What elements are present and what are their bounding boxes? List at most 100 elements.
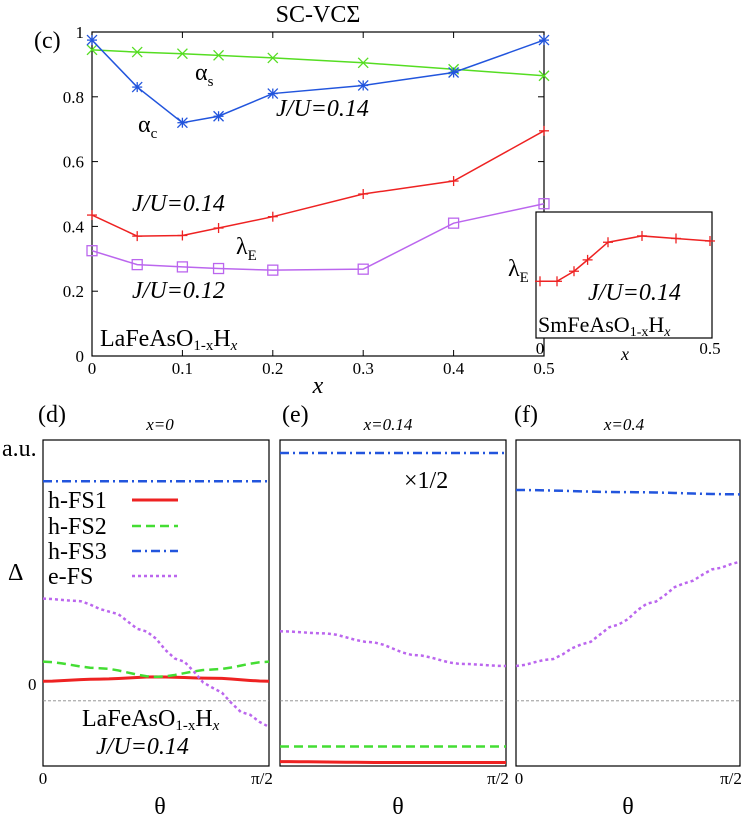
- c-series-0-point-0: [86, 44, 98, 56]
- panel-d-material-label: LaFeAsO1-xHx: [82, 706, 220, 734]
- panel-f-xtick-1: π/2: [720, 769, 742, 788]
- c-series-1-line: [91, 39, 545, 124]
- panel-e-scale-note: ×1/2: [404, 468, 448, 494]
- panel-c-label: (c): [34, 28, 61, 54]
- panel-d-xtick-1: π/2: [251, 769, 273, 788]
- panel-e-label: (e): [282, 402, 309, 428]
- inset-series-0-point-5: [637, 230, 647, 241]
- c-series-2-point-3: [213, 223, 224, 234]
- panel-c-xlabel: x: [312, 373, 324, 399]
- panel-c-series: [86, 34, 550, 276]
- inset-material-sub: 1-x: [630, 325, 649, 340]
- c-series-0-point-2: [176, 48, 188, 60]
- legend-h-fs3-label: h-FS3: [48, 539, 107, 565]
- c-series-3-point-6: [447, 217, 460, 229]
- panel-e-series: [279, 451, 507, 765]
- f-series-e-fs-curve: [515, 560, 741, 668]
- c-ytick-label-4: 0.8: [63, 88, 84, 107]
- panel-c-material-end: H: [213, 326, 230, 352]
- inset-xlabel: x: [620, 344, 629, 364]
- inset-series-0-point-0: [535, 276, 545, 287]
- ju-label-alpha: J/U=0.14: [276, 96, 369, 122]
- inset-ylabel-symbol: λ: [508, 256, 520, 282]
- c-series-1-point-7: [538, 34, 550, 46]
- c-series-2-point-0: [87, 210, 97, 221]
- c-xtick-label-3: 0.3: [353, 359, 374, 378]
- c-series-0-point-3: [213, 49, 225, 61]
- e-series-e-fs-curve: [279, 630, 507, 668]
- c-series-1-point-1: [131, 81, 143, 93]
- alpha-s-subscript: s: [208, 74, 214, 90]
- c-series-3-point-1: [131, 258, 143, 271]
- panel-d: (d) x=0 a.u. Δ 0 0 π/2 θ h-FS1 h-FS2 h-F…: [2, 402, 273, 820]
- c-series-0-point-4: [267, 52, 279, 64]
- c-series-0-line: [91, 49, 545, 77]
- c-series-0-point-7: [538, 70, 550, 82]
- lambda-annotation: λE: [236, 234, 257, 264]
- c-series-2-point-6: [448, 176, 459, 187]
- c-series-0-point-1: [131, 46, 143, 58]
- c-series-2: [87, 125, 549, 242]
- c-series-1-point-5: [357, 80, 369, 91]
- panel-e-title: x=0.14: [363, 415, 413, 434]
- panel-c-title: SC-VCΣ: [276, 2, 361, 28]
- c-xtick-label-4: 0.4: [443, 359, 465, 378]
- panel-e-xlabel: θ: [392, 794, 404, 820]
- panel-c-material-main: LaFeAsO: [100, 326, 193, 352]
- c-series-0-point-5: [357, 57, 369, 69]
- inset-series-0-point-2: [569, 266, 579, 277]
- panel-d-ylabel: Δ: [8, 560, 23, 586]
- c-series-1-point-2: [176, 117, 188, 129]
- panel-f: (f) x=0.4 0 π/2 θ: [514, 402, 742, 820]
- inset-material-main: SmFeAsO: [538, 312, 630, 337]
- panel-f-title: x=0.4: [603, 415, 645, 434]
- inset-series-0: [535, 230, 715, 287]
- inset-series-0-point-4: [603, 237, 613, 248]
- inset-frame: [535, 211, 713, 339]
- inset-series-0-point-7: [705, 235, 715, 246]
- panel-d-xtick-0: 0: [39, 769, 48, 788]
- c-series-3-point-2: [176, 261, 189, 273]
- panel-d-label: (d): [38, 402, 66, 428]
- c-series-2-point-2: [177, 230, 188, 241]
- alpha-s-annotation: αs: [195, 60, 214, 90]
- legend-e-fs-label: e-FS: [48, 564, 93, 590]
- inset-series: [535, 230, 715, 287]
- panel-c-material-sub: 1-x: [193, 338, 213, 354]
- panel-f-series: [515, 488, 741, 702]
- lambda-symbol: λ: [236, 234, 248, 260]
- alpha-c-annotation: αc: [138, 112, 158, 142]
- panel-d-title: x=0: [145, 415, 174, 434]
- c-series-2-point-7: [539, 125, 549, 136]
- inset-material-x: x: [663, 325, 671, 340]
- c-ytick-label-1: 0.2: [63, 282, 84, 301]
- alpha-c-subscript: c: [151, 126, 158, 142]
- c-xtick-label-5: 0.5: [533, 359, 554, 378]
- c-series-3-point-0: [86, 245, 98, 257]
- c-series-2-point-5: [358, 189, 369, 199]
- alpha-s-symbol: α: [195, 60, 208, 86]
- inset-series-0-point-3: [582, 254, 593, 265]
- ju-label-lambda-012: J/U=0.12: [132, 278, 225, 304]
- panel-d-xlabel: θ: [154, 794, 166, 820]
- panel-e-xtick-1: π/2: [487, 769, 509, 788]
- alpha-c-symbol: α: [138, 112, 151, 138]
- inset-ylabel: λE: [508, 256, 529, 286]
- c-series-3-point-3: [212, 262, 225, 275]
- panel-e-title-text: x=0.14: [363, 415, 413, 434]
- panel-f-xlabel: θ: [622, 794, 634, 820]
- c-series-1-point-4: [267, 88, 279, 100]
- panel-d-title-text: x=0: [145, 415, 174, 434]
- panel-d-material-x: x: [212, 718, 220, 734]
- ju-label-lambda-014: J/U=0.14: [132, 191, 225, 217]
- panel-c-frame: [91, 31, 545, 357]
- panel-d-ju-label: J/U=0.14: [96, 734, 189, 760]
- c-series-2-line: [91, 130, 545, 237]
- inset-series-0-line: [540, 235, 711, 283]
- f-series-h-fs3-curve: [515, 488, 741, 496]
- c-series-2-point-4: [267, 211, 278, 222]
- inset-material-end: H: [648, 312, 664, 337]
- panel-f-title-text: x=0.4: [603, 415, 645, 434]
- panel-e: (e) x=0.14 ×1/2 π/2 θ: [279, 402, 509, 820]
